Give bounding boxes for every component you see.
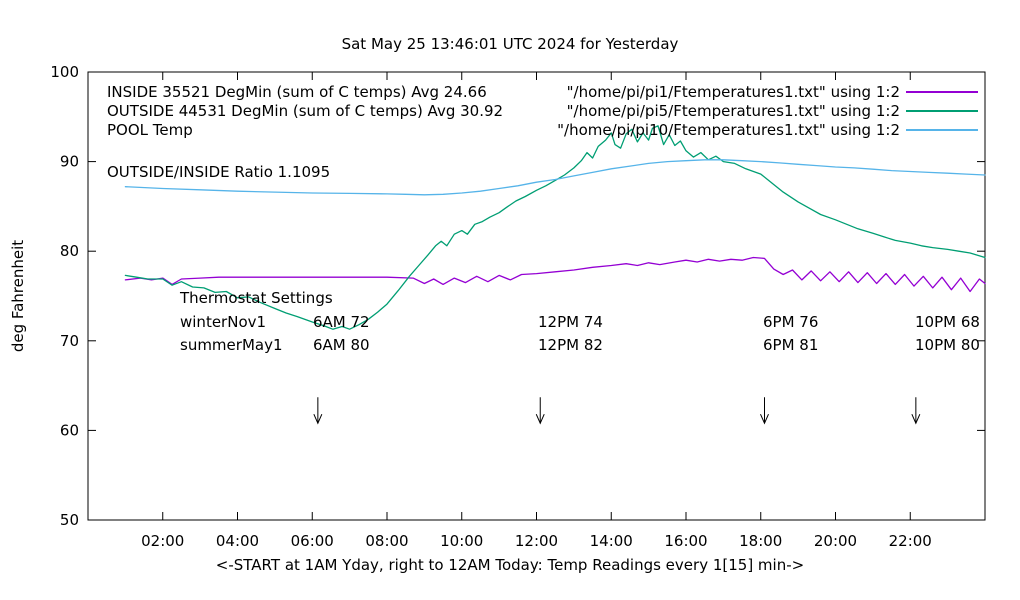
setpoint-arrow-head xyxy=(535,414,545,425)
y-tick-label: 50 xyxy=(60,511,79,529)
y-tick-label: 90 xyxy=(60,153,79,171)
setpoint-arrow-head xyxy=(911,414,921,425)
y-tick-label: 80 xyxy=(60,242,79,260)
legend-file-outside: "/home/pi/pi5/Ftemperatures1.txt" using … xyxy=(566,102,900,120)
x-tick-label: 20:00 xyxy=(814,532,857,550)
x-tick-label: 16:00 xyxy=(664,532,707,550)
x-tick-label: 02:00 xyxy=(141,532,184,550)
legend-entry-inside: INSIDE 35521 DegMin (sum of C temps) Avg… xyxy=(0,83,1020,102)
x-tick-label: 06:00 xyxy=(291,532,334,550)
legend-label-outside: OUTSIDE 44531 DegMin (sum of C temps) Av… xyxy=(107,102,504,120)
x-axis-label: <-START at 1AM Yday, right to 12AM Today… xyxy=(215,556,805,574)
legend-file-pool: "/home/pi/pi10/Ftemperatures1.txt" using… xyxy=(557,121,900,139)
legend-file-inside: "/home/pi/pi1/Ftemperatures1.txt" using … xyxy=(566,83,900,101)
series-line-inside xyxy=(124,256,986,293)
setpoint-arrow-head xyxy=(313,414,323,425)
thermostat-row-winter: winterNov1 6AM 72 12PM 74 6PM 76 10PM 68 xyxy=(0,313,1020,332)
series-line-pool xyxy=(124,159,986,196)
legend-entry-pool: POOL Temp "/home/pi/pi10/Ftemperatures1.… xyxy=(0,121,1020,140)
y-tick-label: 60 xyxy=(60,421,79,439)
thermostat-row-summer: summerMay1 6AM 80 12PM 82 6PM 81 10PM 80 xyxy=(0,336,1020,355)
thermostat-setting: 6PM 76 xyxy=(763,313,819,331)
legend-entry-outside: OUTSIDE 44531 DegMin (sum of C temps) Av… xyxy=(0,102,1020,121)
setpoint-arrow-head xyxy=(760,414,769,425)
x-tick-label: 04:00 xyxy=(216,532,259,550)
legend-line-sample-inside xyxy=(906,91,978,93)
thermostat-setting: 12PM 74 xyxy=(538,313,603,331)
thermostat-setting: 6AM 72 xyxy=(313,313,370,331)
chart-title: Sat May 25 13:46:01 UTC 2024 for Yesterd… xyxy=(341,35,679,53)
series-line-outside xyxy=(124,125,986,330)
thermostat-setting: 6AM 80 xyxy=(313,336,370,354)
thermostat-setting: 10PM 80 xyxy=(915,336,980,354)
thermostat-settings-heading: Thermostat Settings xyxy=(180,289,333,307)
x-tick-label: 10:00 xyxy=(440,532,483,550)
thermostat-row-name: winterNov1 xyxy=(180,313,267,331)
thermostat-setting: 12PM 82 xyxy=(538,336,603,354)
thermostat-setting: 10PM 68 xyxy=(915,313,980,331)
legend-line-sample-outside xyxy=(906,110,978,112)
legend-label-inside: INSIDE 35521 DegMin (sum of C temps) Avg… xyxy=(107,83,487,101)
legend-label-pool: POOL Temp xyxy=(107,121,193,139)
x-tick-label: 08:00 xyxy=(365,532,408,550)
legend-line-sample-pool xyxy=(906,129,978,131)
x-tick-label: 18:00 xyxy=(739,532,782,550)
y-tick-label: 70 xyxy=(60,332,79,350)
x-tick-label: 22:00 xyxy=(889,532,932,550)
x-tick-label: 12:00 xyxy=(515,532,558,550)
thermostat-row-name: summerMay1 xyxy=(180,336,283,354)
x-tick-label: 14:00 xyxy=(590,532,633,550)
outside-inside-ratio-label: OUTSIDE/INSIDE Ratio 1.1095 xyxy=(107,163,331,181)
thermostat-setting: 6PM 81 xyxy=(763,336,819,354)
y-tick-label: 100 xyxy=(50,63,79,81)
